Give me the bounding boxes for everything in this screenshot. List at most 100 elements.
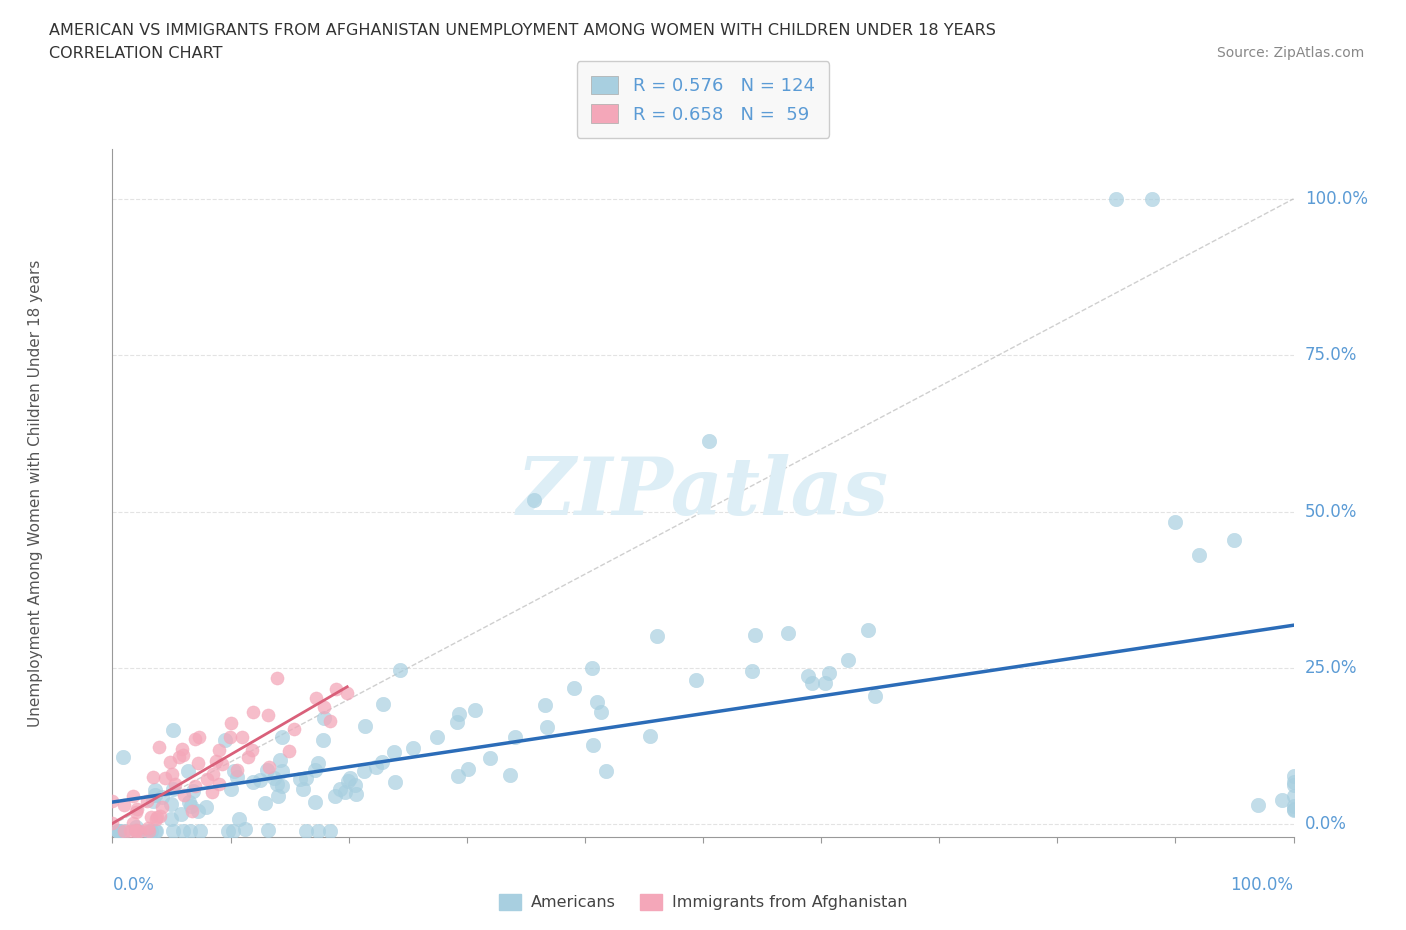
Point (124, 804, 146, 819)
Point (217, 823, 239, 838)
Point (222, 764, 245, 778)
Point (176, 764, 198, 778)
Point (256, 708, 278, 723)
Point (464, 702, 486, 717)
Point (1223, 532, 1246, 547)
Point (187, 756, 209, 771)
Point (325, 789, 347, 804)
Point (271, 730, 294, 745)
Point (107, 823, 129, 838)
Point (304, 794, 326, 809)
Point (145, 812, 167, 827)
Point (534, 698, 557, 712)
Point (172, 823, 194, 838)
Point (225, 763, 247, 777)
Point (371, 698, 394, 712)
Point (312, 733, 335, 748)
Point (179, 794, 201, 809)
Point (214, 732, 236, 747)
Point (125, 823, 148, 838)
Point (814, 676, 837, 691)
Point (170, 742, 193, 757)
Point (388, 663, 411, 678)
Point (818, 666, 841, 681)
Point (307, 823, 329, 838)
Point (142, 793, 165, 808)
Point (125, 802, 148, 817)
Point (143, 782, 166, 797)
Point (267, 788, 290, 803)
Text: Source: ZipAtlas.com: Source: ZipAtlas.com (1216, 46, 1364, 60)
Point (801, 675, 824, 690)
Point (585, 695, 607, 710)
Point (329, 781, 352, 796)
Point (101, 816, 124, 830)
Point (325, 682, 347, 697)
Point (222, 823, 245, 838)
Point (271, 778, 294, 793)
Point (159, 754, 181, 769)
Point (294, 823, 316, 838)
Point (125, 823, 148, 838)
Point (640, 729, 662, 744)
Point (226, 769, 249, 784)
Text: 0.0%: 0.0% (1305, 816, 1347, 833)
Point (108, 823, 131, 838)
Text: CORRELATION CHART: CORRELATION CHART (49, 46, 222, 61)
Point (271, 764, 294, 778)
Point (645, 629, 668, 644)
Point (200, 785, 222, 800)
Text: 0.0%: 0.0% (112, 876, 155, 894)
Point (499, 767, 522, 782)
Point (266, 671, 288, 685)
Point (382, 744, 405, 759)
Point (446, 768, 468, 783)
Point (697, 433, 720, 448)
Point (312, 699, 335, 714)
Point (479, 751, 502, 765)
Point (343, 778, 366, 793)
Point (446, 714, 468, 729)
Point (136, 821, 159, 836)
Point (135, 794, 157, 809)
Text: 100.0%: 100.0% (1305, 190, 1368, 207)
Point (180, 804, 202, 818)
Point (125, 819, 148, 834)
Text: 100.0%: 100.0% (1230, 876, 1294, 894)
Point (581, 661, 603, 676)
Point (180, 798, 202, 813)
Point (426, 729, 449, 744)
Point (101, 793, 124, 808)
Point (160, 812, 183, 827)
Point (402, 741, 425, 756)
Point (256, 763, 278, 777)
Point (125, 823, 148, 838)
Point (139, 810, 162, 825)
Point (179, 823, 201, 838)
Point (741, 663, 763, 678)
Point (148, 739, 170, 754)
Point (457, 762, 479, 777)
Point (208, 777, 231, 791)
Point (447, 707, 470, 722)
Point (204, 753, 226, 768)
Point (278, 744, 301, 759)
Point (318, 823, 340, 838)
Point (354, 719, 377, 734)
Point (240, 742, 263, 757)
Text: 50.0%: 50.0% (1305, 503, 1357, 521)
Point (235, 822, 257, 837)
Point (266, 777, 288, 791)
Point (314, 711, 336, 725)
Point (336, 685, 359, 700)
Point (188, 823, 211, 838)
Point (181, 784, 204, 799)
Point (1282, 768, 1305, 783)
Point (371, 754, 394, 769)
Point (523, 493, 546, 508)
Point (167, 750, 190, 764)
Point (170, 806, 193, 821)
Point (295, 771, 318, 786)
Point (797, 669, 820, 684)
Point (536, 720, 558, 735)
